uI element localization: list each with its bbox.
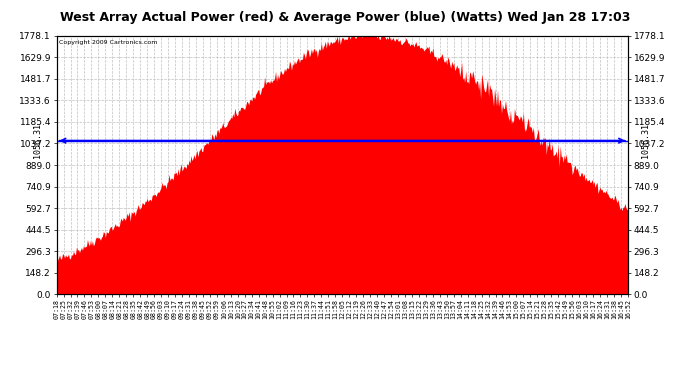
Text: 1056.31: 1056.31 — [33, 123, 43, 158]
Text: 1056.31: 1056.31 — [640, 123, 650, 158]
Text: West Array Actual Power (red) & Average Power (blue) (Watts) Wed Jan 28 17:03: West Array Actual Power (red) & Average … — [60, 11, 630, 24]
Text: Copyright 2009 Cartronics.com: Copyright 2009 Cartronics.com — [59, 39, 158, 45]
